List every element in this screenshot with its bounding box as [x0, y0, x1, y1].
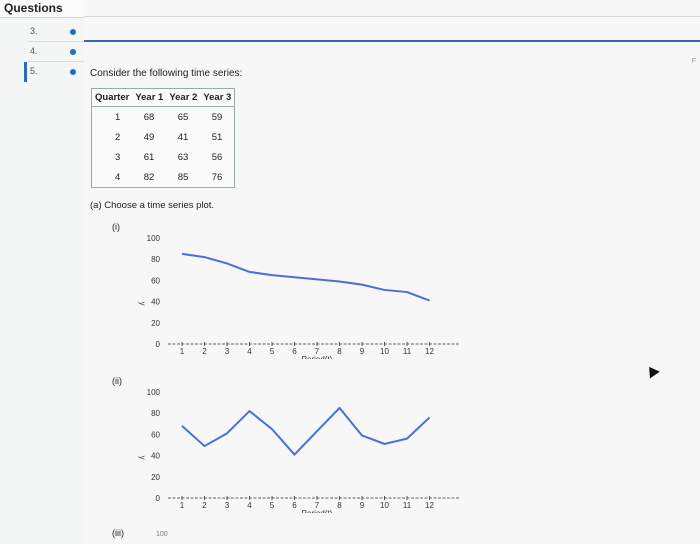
x-tick-label: 2 [202, 347, 207, 356]
answered-dot-icon [70, 49, 76, 55]
x-tick-label: 4 [247, 347, 252, 356]
y-tick-label: 60 [151, 430, 160, 439]
question-number: 3. [30, 26, 38, 36]
option-ii-label[interactable]: (ii) [112, 376, 122, 386]
column-header: Quarter [91, 88, 133, 107]
time-series-table: Quarter Year 1 Year 2 Year 3 1 68 65 59 … [91, 88, 236, 188]
table-cell: 61 [143, 152, 155, 163]
answered-dot-icon [70, 29, 76, 35]
table-cell: 3 [115, 152, 121, 163]
y-tick-label: 20 [151, 319, 160, 328]
edge-mark: F [691, 58, 696, 65]
table-cell: 41 [177, 132, 189, 143]
option-iii-partial-tick: 100 [156, 531, 168, 538]
y-tick-label: 20 [151, 473, 160, 482]
column-header: Year 3 [200, 88, 235, 107]
questions-sidebar: Questions 3. 4. 5. [0, 0, 84, 544]
x-tick-label: 3 [225, 501, 230, 510]
x-tick-label: 9 [360, 501, 365, 510]
y-axis-label: y [138, 302, 147, 306]
x-tick-label: 6 [292, 347, 297, 356]
option-i-label[interactable]: (i) [112, 222, 120, 232]
divider [84, 16, 700, 17]
table-cell: 85 [177, 172, 189, 183]
table-cell: 51 [211, 132, 223, 143]
table-cell: 56 [211, 152, 223, 163]
table-cell: 1 [115, 112, 121, 123]
divider [84, 40, 700, 42]
table-row: 4 82 85 76 [92, 167, 235, 188]
y-axis-label: y [138, 456, 147, 460]
time-series-plot-option-ii[interactable]: 020406080100y123456789101112Period(t) [132, 378, 472, 513]
question-nav-item-3[interactable]: 3. [0, 22, 84, 42]
series-line [181, 252, 430, 302]
x-tick-label: 7 [315, 347, 320, 356]
x-tick-label: 5 [270, 347, 275, 356]
question-number: 4. [30, 46, 38, 56]
table-row: 1 68 65 59 [92, 107, 235, 128]
question-nav-item-5[interactable]: 5. [0, 62, 84, 82]
time-series-plot-option-i[interactable]: 020406080100y123456789101112Period(t) [132, 224, 472, 359]
y-tick-label: 100 [147, 234, 161, 243]
active-indicator [24, 62, 27, 82]
y-tick-label: 40 [151, 452, 160, 461]
y-tick-label: 0 [156, 340, 161, 349]
x-tick-label: 5 [270, 501, 275, 510]
y-tick-label: 80 [151, 409, 160, 418]
question-prompt: Consider the following time series: [90, 68, 243, 79]
y-tick-label: 60 [151, 276, 160, 285]
sidebar-title: Questions [0, 0, 84, 18]
x-tick-label: 6 [292, 501, 297, 510]
x-tick-label: 10 [380, 501, 389, 510]
table-cell: 63 [177, 152, 189, 163]
column-header: Year 1 [132, 88, 167, 107]
y-tick-label: 40 [151, 298, 160, 307]
series-line [181, 406, 431, 456]
table-row: 3 61 63 56 [92, 147, 235, 167]
table-cell: 76 [211, 172, 223, 183]
x-tick-label: 11 [403, 501, 412, 510]
x-tick-label: 10 [380, 347, 389, 356]
y-tick-label: 80 [151, 255, 160, 264]
column-header: Year 2 [166, 88, 201, 107]
table-cell: 4 [115, 172, 121, 183]
table-cell: 82 [143, 172, 155, 183]
x-tick-label: 2 [202, 501, 207, 510]
x-tick-label: 11 [403, 347, 412, 356]
x-tick-label: 4 [247, 501, 252, 510]
option-iii-label[interactable]: (iii) [112, 528, 124, 538]
question-content: F Consider the following time series: Qu… [84, 0, 700, 544]
part-a-label: (a) Choose a time series plot. [90, 200, 215, 211]
table-cell: 2 [115, 132, 121, 143]
table-cell: 49 [143, 132, 155, 143]
x-tick-label: 7 [315, 501, 320, 510]
y-tick-label: 0 [156, 494, 161, 503]
x-tick-label: 3 [225, 347, 230, 356]
x-axis-label: Period(t) [302, 355, 333, 359]
question-number: 5. [30, 66, 38, 76]
question-nav-item-4[interactable]: 4. [0, 42, 84, 62]
x-tick-label: 8 [337, 501, 342, 510]
x-tick-label: 12 [425, 501, 434, 510]
table-header-row: Quarter Year 1 Year 2 Year 3 [91, 88, 235, 107]
table-cell: 65 [177, 112, 189, 123]
x-tick-label: 1 [180, 501, 185, 510]
table-cell: 59 [211, 112, 223, 123]
answered-dot-icon [70, 69, 76, 75]
x-tick-label: 1 [180, 347, 185, 356]
x-tick-label: 8 [337, 347, 342, 356]
table-cell: 68 [143, 112, 155, 123]
x-tick-label: 9 [360, 347, 365, 356]
table-row: 2 49 41 51 [92, 127, 235, 147]
x-tick-label: 12 [425, 347, 434, 356]
y-tick-label: 100 [147, 388, 161, 397]
x-axis-label: Period(t) [302, 509, 333, 513]
